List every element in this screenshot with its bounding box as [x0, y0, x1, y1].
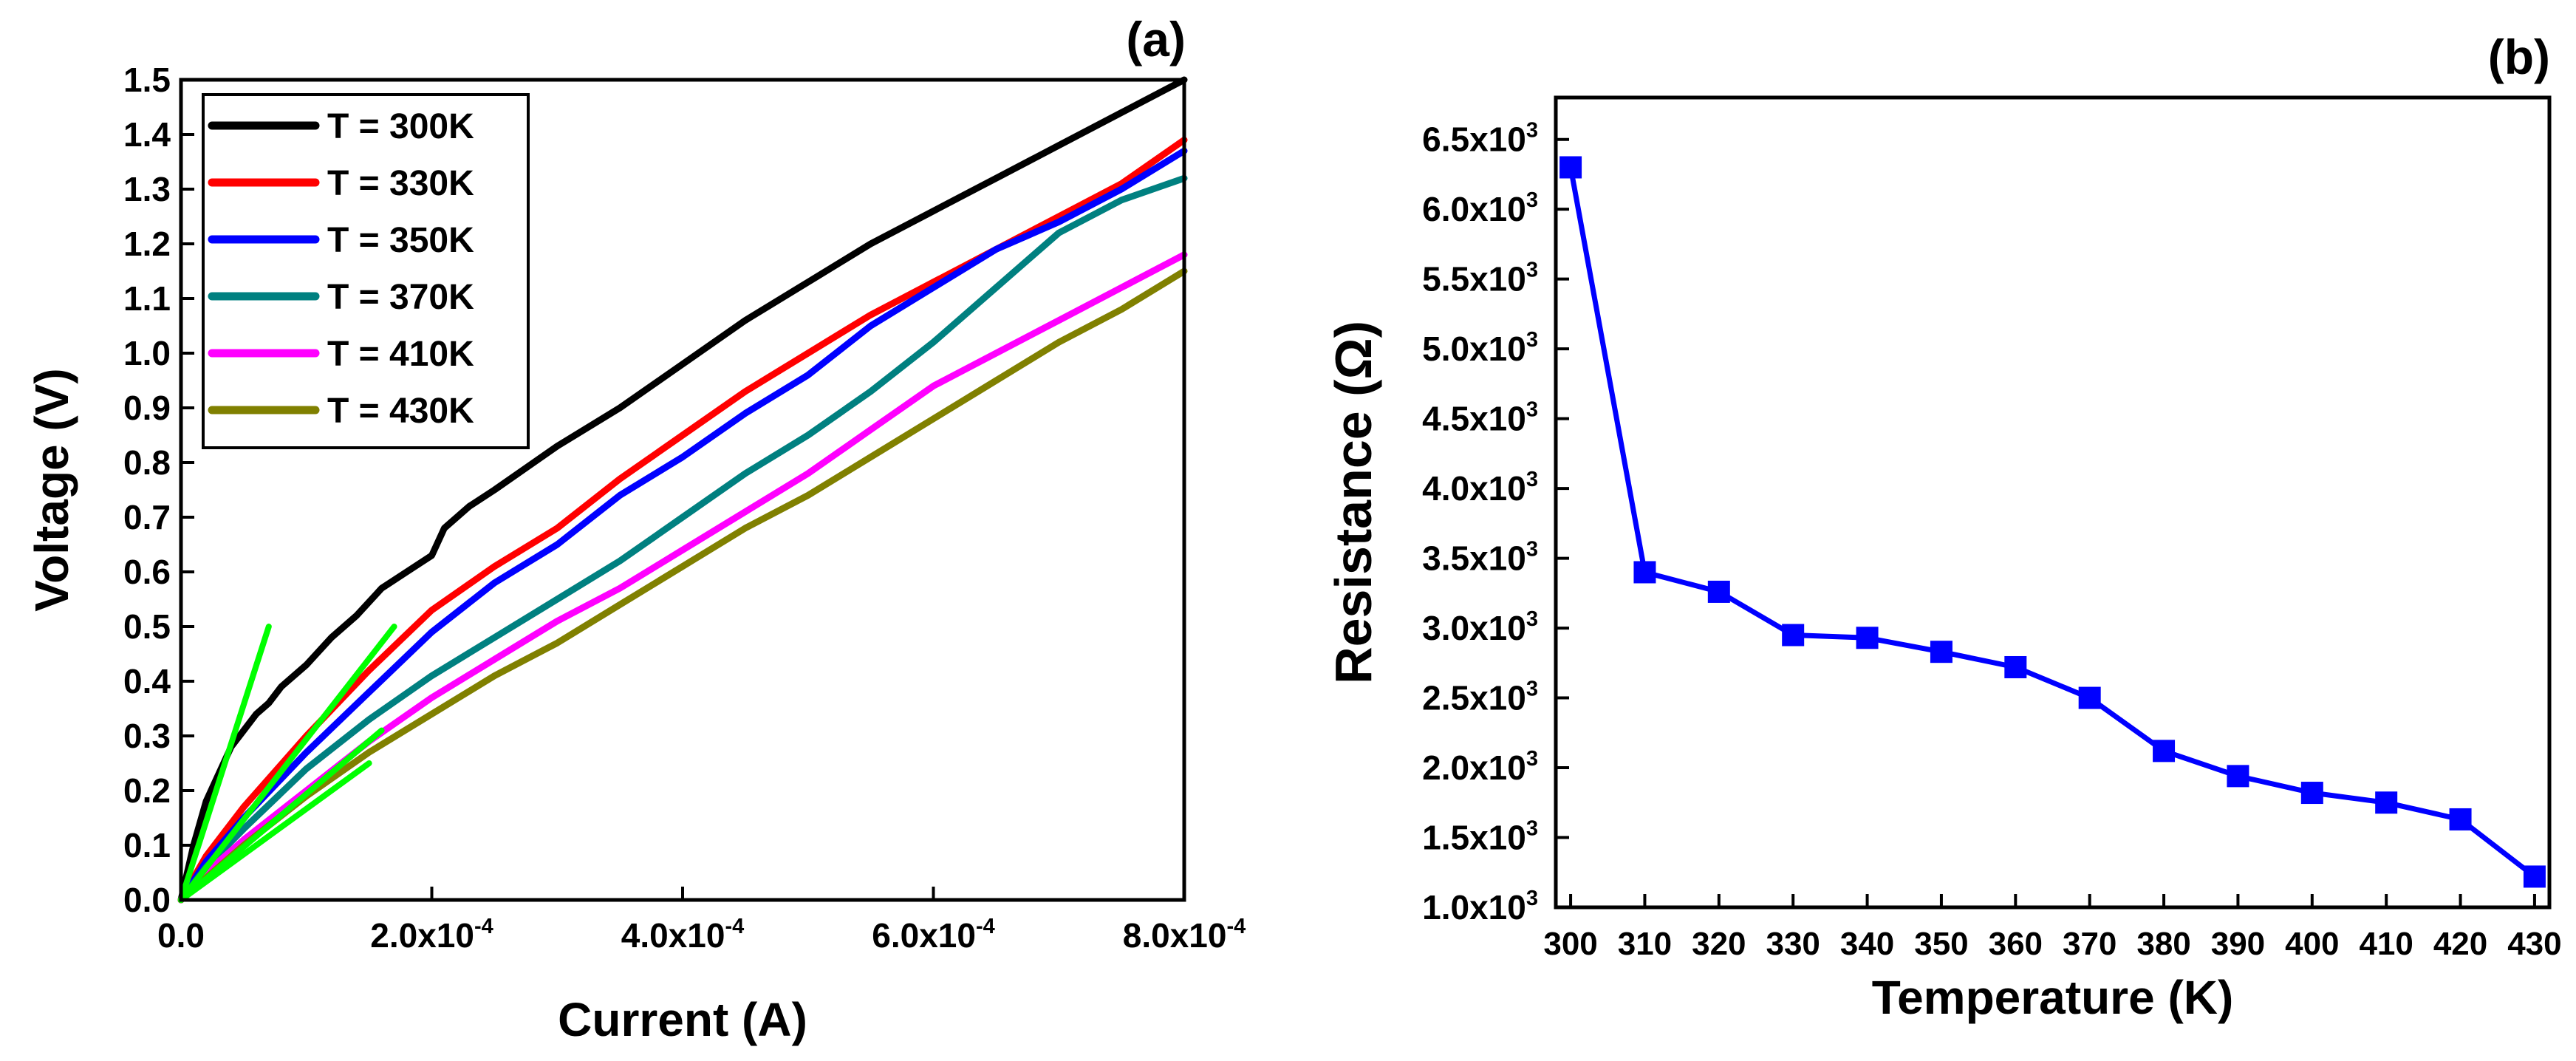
data-point-marker — [2449, 808, 2472, 830]
panel-a-voltage-vs-current: 0.0 0.1 0.2 0.3 0.4 0.5 0.6 0.7 0.8 0.9 1.0 1.1 1.2 1… — [25, 12, 1246, 1046]
resistance-line — [1568, 166, 2537, 879]
y-tick-label: 1.0 — [123, 334, 171, 372]
y-tick-label: 0.3 — [123, 717, 171, 755]
legend-label: T = 330K — [327, 164, 474, 203]
fit-line-3 — [178, 727, 385, 903]
y-tick-label: 4.5x103 — [1422, 398, 1538, 438]
y-tick-label: 1.5 — [123, 61, 171, 99]
y-tick-label: 0.4 — [123, 662, 171, 700]
y-tick-label: 1.5x103 — [1422, 817, 1538, 857]
data-point-marker — [2078, 686, 2101, 709]
data-point-marker — [1782, 624, 1805, 647]
y-tick-label: 0.8 — [123, 443, 171, 482]
series-line-370k — [177, 174, 1188, 904]
x-axis-title: Current (A) — [558, 993, 807, 1046]
panel-b-resistance-vs-temperature: 1.0x103 1.5x103 2.0x103 2.5x103 3.0x103 3.5x1… — [1325, 30, 2562, 1024]
legend-label: T = 370K — [327, 278, 474, 317]
x-tick-label: 420 — [2433, 926, 2487, 962]
y-tick-label: 3.0x103 — [1422, 607, 1538, 647]
fit-line-1 — [178, 624, 272, 903]
y-tick-label: 5.5x103 — [1422, 259, 1538, 298]
x-tick-label: 430 — [2507, 926, 2561, 962]
y-tick-label: 6.5x103 — [1422, 119, 1538, 159]
y-tick-label: 0.1 — [123, 826, 171, 864]
y-tick-label: 2.5x103 — [1422, 678, 1538, 717]
y-tick-label: 0.0 — [123, 881, 171, 919]
x-tick-label: 8.0x10-4 — [1123, 915, 1246, 955]
x-tick-label: 380 — [2136, 926, 2190, 962]
x-tick-label: 320 — [1692, 926, 1746, 962]
x-tick-label: 4.0x10-4 — [621, 915, 745, 955]
data-point-marker — [2004, 655, 2027, 678]
fit-line-2 — [178, 624, 397, 903]
y-tick-label: 1.0x103 — [1422, 887, 1538, 927]
x-tick-label: 350 — [1914, 926, 1968, 962]
y-tick-label: 0.7 — [123, 498, 171, 536]
data-point-marker — [1559, 156, 1582, 179]
x-tick-label: 300 — [1543, 926, 1597, 962]
x-tick-label: 6.0x10-4 — [872, 915, 995, 955]
panel-label-b: (b) — [2488, 30, 2550, 84]
panel-label-a: (a) — [1126, 12, 1186, 66]
x-tick-label: 400 — [2285, 926, 2339, 962]
legend-label: T = 430K — [327, 392, 474, 431]
y-tick-label: 6.0x103 — [1422, 188, 1538, 228]
x-tick-label: 310 — [1618, 926, 1672, 962]
y-tick-label: 1.2 — [123, 225, 171, 263]
fit-line-4 — [178, 760, 372, 903]
data-point-marker — [1633, 561, 1656, 584]
legend-box — [202, 93, 530, 449]
data-point-marker — [2227, 765, 2249, 788]
legend-label: T = 350K — [327, 221, 474, 260]
x-tick-label: 360 — [1989, 926, 2043, 962]
x-tick-label: 390 — [2211, 926, 2265, 962]
y-tick-label: 4.0x103 — [1422, 468, 1538, 508]
y-tick-label: 1.1 — [123, 279, 171, 318]
x-tick-label: 0.0 — [157, 916, 205, 955]
series-line-350k — [177, 147, 1188, 904]
y-tick-label: 0.6 — [123, 553, 171, 591]
y-tick-label: 1.3 — [123, 170, 171, 208]
y-tick-label: 1.4 — [123, 115, 171, 154]
y-tick-label: 2.0x103 — [1422, 747, 1538, 787]
data-point-marker — [2375, 791, 2398, 814]
legend-label: T = 410K — [327, 335, 474, 374]
series-line-300k — [177, 76, 1188, 904]
data-point-marker — [1930, 641, 1953, 663]
y-tick-label: 0.5 — [123, 607, 171, 646]
data-point-marker — [1856, 627, 1879, 649]
series-line-410k — [177, 251, 1188, 904]
x-tick-label: 330 — [1766, 926, 1820, 962]
y-axis-title: Resistance (Ω) — [1325, 321, 1382, 684]
plot-frame-b — [1554, 95, 2552, 910]
x-tick-label: 410 — [2359, 926, 2413, 962]
x-tick-label: 370 — [2063, 926, 2117, 962]
y-axis-title: Voltage (V) — [25, 368, 78, 612]
x-tick-label: 2.0x10-4 — [370, 915, 493, 955]
legend-label: T = 300K — [327, 107, 474, 146]
data-point-marker — [1707, 580, 1730, 603]
data-point-marker — [2153, 740, 2176, 763]
y-tick-label: 0.9 — [123, 389, 171, 427]
data-point-marker — [2523, 865, 2546, 888]
x-tick-label: 340 — [1840, 926, 1894, 962]
y-tick-label: 0.2 — [123, 771, 171, 810]
y-tick-label: 5.0x103 — [1422, 328, 1538, 368]
data-point-marker — [2300, 782, 2323, 805]
x-axis-title: Temperature (K) — [1872, 971, 2234, 1024]
y-tick-label: 3.5x103 — [1422, 538, 1538, 578]
